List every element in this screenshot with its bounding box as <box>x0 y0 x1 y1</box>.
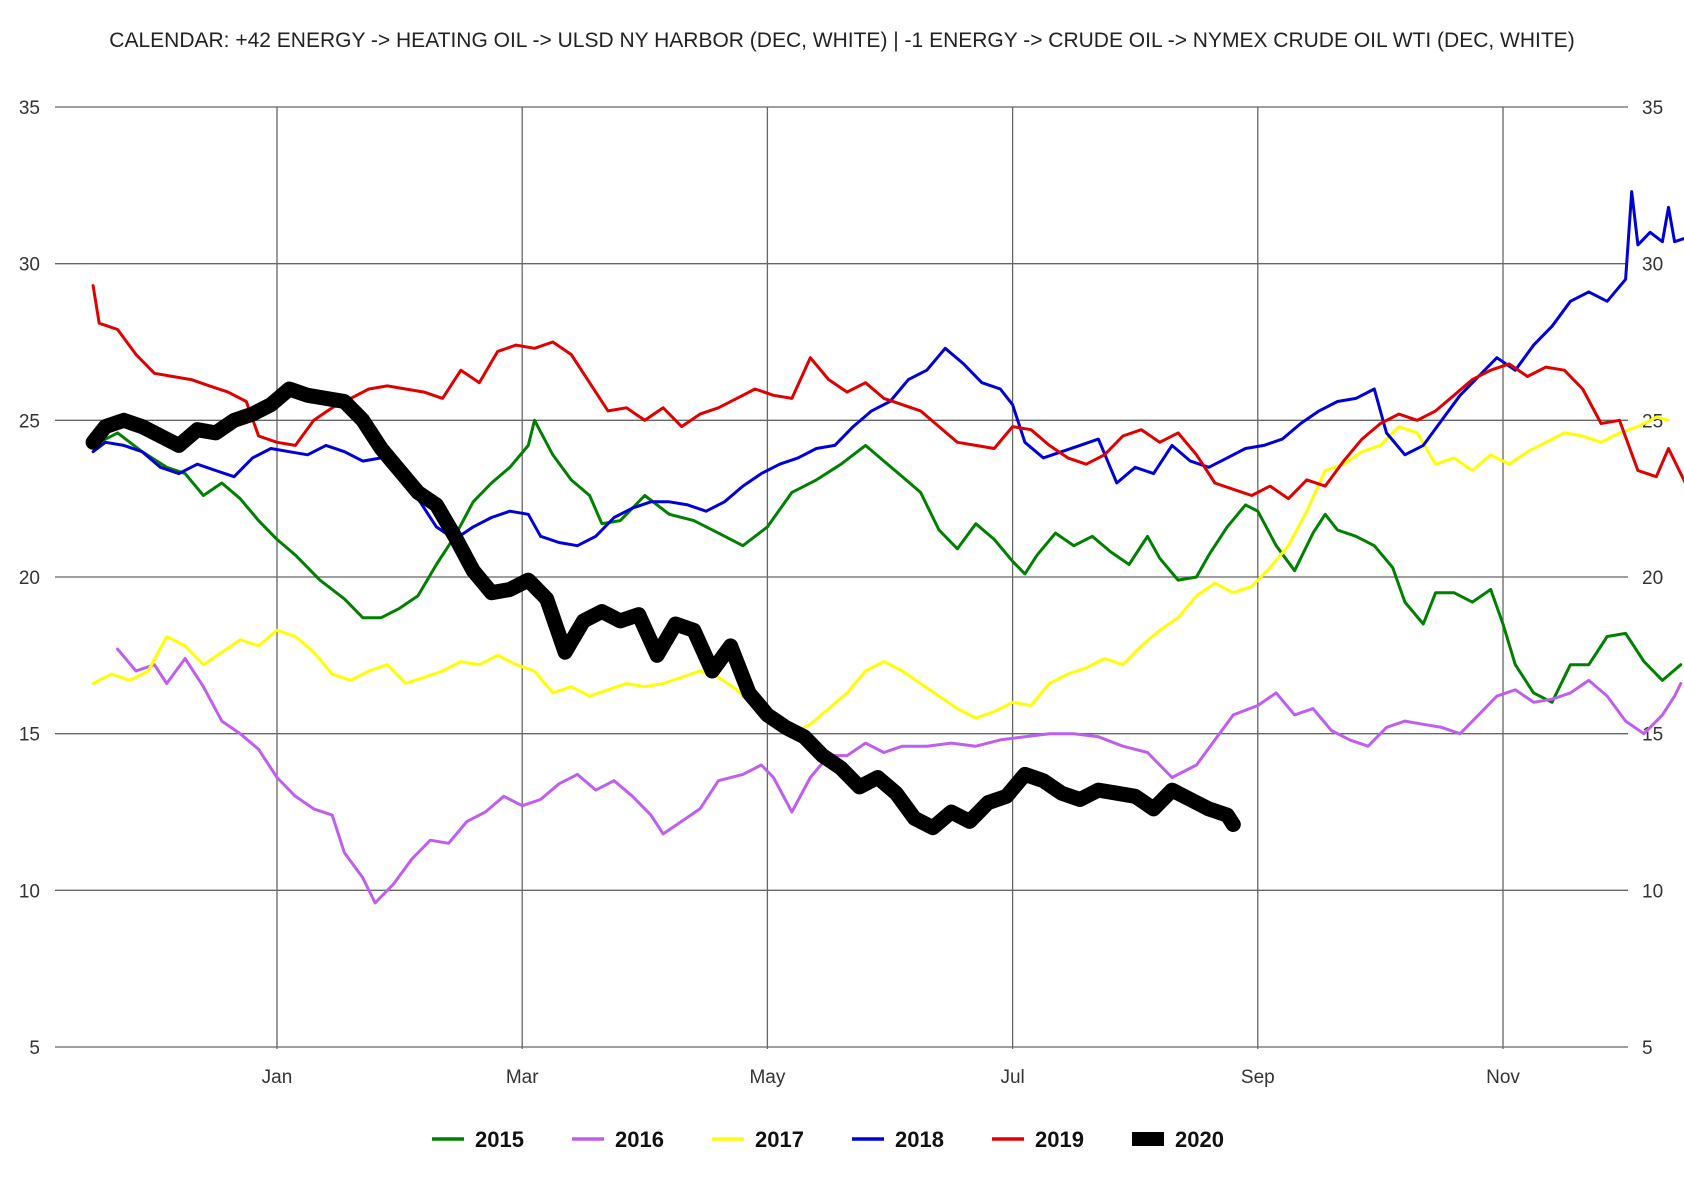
legend-label: 2016 <box>615 1127 664 1152</box>
x-tick-label: May <box>749 1067 785 1088</box>
series-line-2020 <box>85 381 1241 836</box>
y-tick-label-left: 20 <box>19 568 40 589</box>
y-tick-label-left: 5 <box>29 1038 40 1059</box>
x-tick-label: Jul <box>1000 1067 1024 1088</box>
legend-item-2015: 2015 <box>432 1127 524 1152</box>
legend-item-2017: 2017 <box>712 1127 804 1152</box>
y-tick-label-left: 25 <box>19 411 40 432</box>
legend: 2015 2016 2017 2018 2019 2020 <box>432 1127 1224 1152</box>
y-tick-label-left: 10 <box>19 881 40 902</box>
legend-item-2019: 2019 <box>992 1127 1084 1152</box>
y-tick-label-left: 15 <box>19 725 40 746</box>
legend-label: 2015 <box>475 1127 524 1152</box>
y-tick-label-right: 30 <box>1642 255 1663 276</box>
legend-label: 2020 <box>1175 1127 1224 1152</box>
y-tick-label-left: 30 <box>19 255 40 276</box>
series-line-2018 <box>91 190 1684 548</box>
series-line-2017 <box>91 415 1670 736</box>
legend-label: 2019 <box>1035 1127 1084 1152</box>
y-tick-label-left: 35 <box>19 98 40 119</box>
series-line-2015 <box>91 418 1683 704</box>
y-tick-label-right: 20 <box>1642 568 1663 589</box>
x-tick-label: Nov <box>1486 1067 1520 1088</box>
legend-label: 2017 <box>755 1127 804 1152</box>
chart-title: CALENDAR: +42 ENERGY -> HEATING OIL -> U… <box>109 29 1575 52</box>
y-tick-label-right: 35 <box>1642 98 1663 119</box>
x-tick-label: Jan <box>262 1067 293 1088</box>
legend-item-2020: 2020 <box>1132 1127 1224 1152</box>
legend-label: 2018 <box>895 1127 944 1152</box>
series-line-2016 <box>116 647 1683 905</box>
legend-item-2018: 2018 <box>852 1127 944 1152</box>
x-tick-label: Sep <box>1241 1067 1275 1088</box>
x-axis-ticks: Jan Mar May Jul Sep Nov <box>262 1067 1521 1088</box>
y-tick-label-right: 15 <box>1642 725 1663 746</box>
chart-title-wrap: CALENDAR: +42 ENERGY -> HEATING OIL -> U… <box>0 26 1684 56</box>
legend-item-2016: 2016 <box>572 1127 664 1152</box>
y-tick-label-right: 5 <box>1642 1038 1653 1059</box>
y-tick-label-right: 10 <box>1642 881 1663 902</box>
grid <box>55 106 1628 1049</box>
series-lines <box>85 190 1684 905</box>
x-tick-label: Mar <box>506 1067 539 1088</box>
